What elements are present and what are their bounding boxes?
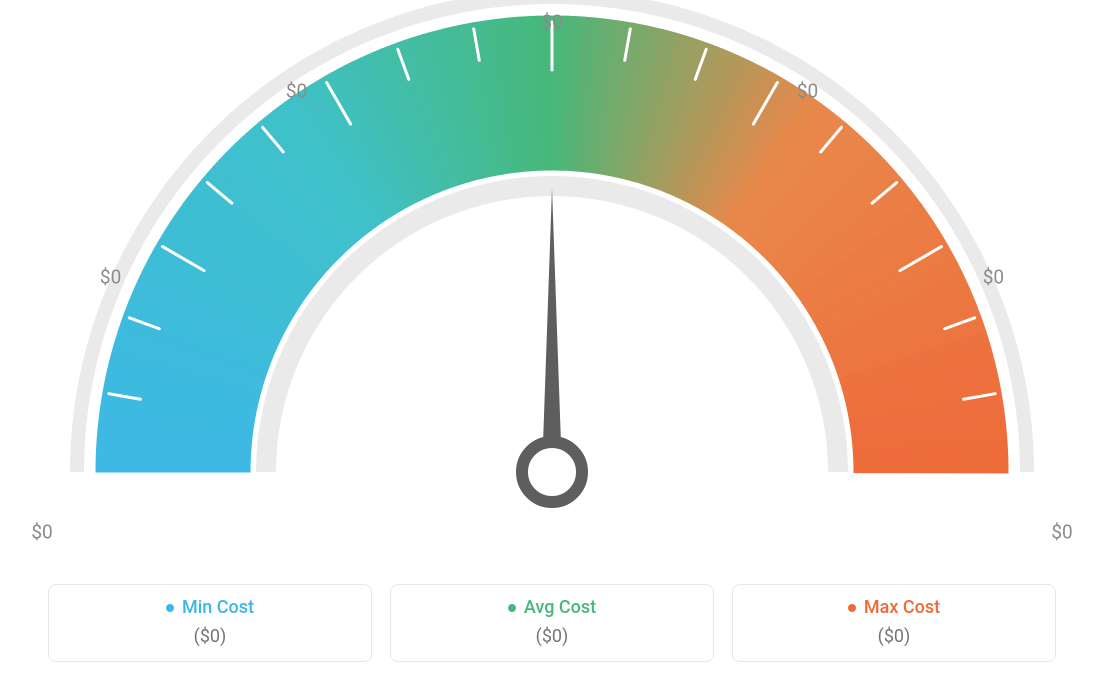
legend-max-dot xyxy=(848,604,856,612)
legend-card-max: Max Cost ($0) xyxy=(732,584,1056,663)
gauge-tick-label: $0 xyxy=(541,11,562,34)
gauge-tick-label: $0 xyxy=(1051,521,1072,544)
legend-max-value: ($0) xyxy=(743,626,1045,647)
gauge-area: $0 $0 $0 $0 $0 $0 $0 xyxy=(0,0,1104,570)
gauge-tick-label: $0 xyxy=(797,79,818,102)
legend-avg-value: ($0) xyxy=(401,626,703,647)
cost-gauge-container: $0 $0 $0 $0 $0 $0 $0 Min Cost ($0) Avg Cost ($… xyxy=(0,0,1104,690)
legend-card-min: Min Cost ($0) xyxy=(48,584,372,663)
legend-min-label: Min Cost xyxy=(182,597,254,618)
legend-min-title: Min Cost xyxy=(166,597,254,618)
legend-max-title: Max Cost xyxy=(848,597,940,618)
legend-max-label: Max Cost xyxy=(864,597,940,618)
gauge-tick-label: $0 xyxy=(983,265,1004,288)
gauge-svg xyxy=(0,0,1104,630)
legend-min-dot xyxy=(166,604,174,612)
legend-card-avg: Avg Cost ($0) xyxy=(390,584,714,663)
legend-min-value: ($0) xyxy=(59,626,361,647)
legend-avg-dot xyxy=(508,604,516,612)
gauge-tick-label: $0 xyxy=(286,79,307,102)
gauge-tick-label: $0 xyxy=(31,521,52,544)
legend-avg-title: Avg Cost xyxy=(508,597,596,618)
legend-row: Min Cost ($0) Avg Cost ($0) Max Cost ($0… xyxy=(48,584,1056,663)
legend-avg-label: Avg Cost xyxy=(524,597,596,618)
gauge-tick-label: $0 xyxy=(100,265,121,288)
